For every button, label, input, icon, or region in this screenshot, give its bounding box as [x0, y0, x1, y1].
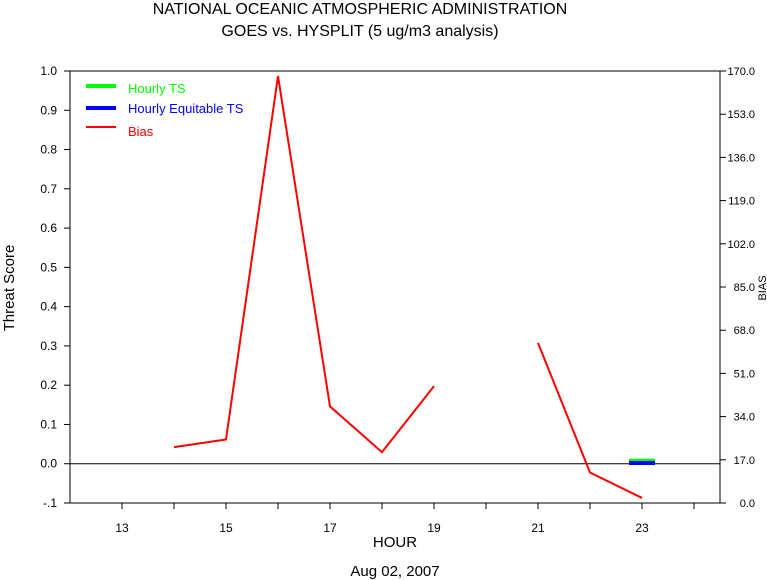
y-right-tick-label: 34.0: [734, 412, 755, 424]
y-left-tick-label: 0.9: [40, 103, 57, 117]
x-tick-label: 21: [531, 521, 545, 535]
y-left-tick-label: 1.0: [40, 64, 57, 78]
y-right-tick-label: 136.0: [727, 152, 755, 164]
y-right-tick-label: 170.0: [727, 66, 755, 78]
chart-subtitle: GOES vs. HYSPLIT (5 ug/m3 analysis): [221, 23, 498, 40]
y-right-tick-label: 51.0: [734, 368, 755, 380]
y-left-tick-label: 0.2: [40, 378, 57, 392]
x-tick-label: 23: [635, 521, 649, 535]
y-left-tick-label: -.1: [43, 496, 57, 510]
y-right-axis-ticks: 0.0 17.0 34.0 51.0 68.0 85.0 102.0 119.0 136.0 15…: [720, 66, 755, 510]
y-left-tick-label: 0.6: [40, 221, 57, 235]
legend-label-bias: Bias: [128, 124, 154, 139]
plot-frame: [69, 70, 721, 504]
series-line-bias: [173, 75, 435, 454]
y-right-axis-label: BIAS: [757, 275, 767, 300]
y-left-tick-label: 0.0: [40, 457, 57, 471]
y-left-axis-ticks: -.1 0.0 0.1 0.2 0.3 0.4 0.5 0.6 0.7 0.8 0.9 1.0: [40, 64, 70, 510]
y-right-tick-label: 68.0: [734, 325, 755, 337]
legend-label-hourly-equitable-ts: Hourly Equitable TS: [128, 101, 244, 116]
legend: Hourly TS Hourly Equitable TS Bias: [86, 81, 244, 139]
x-axis-ticks: 13 15 17 19 21 23: [115, 503, 695, 535]
y-right-tick-label: 17.0: [734, 455, 755, 467]
series-line-bias: [537, 342, 643, 499]
y-right-tick-label: 119.0: [728, 196, 755, 208]
legend-label-hourly-ts: Hourly TS: [128, 81, 186, 96]
y-left-tick-label: 0.5: [40, 260, 57, 274]
y-right-tick-label: 153.0: [727, 109, 755, 121]
y-right-tick-label: 85.0: [734, 282, 755, 294]
y-left-tick-label: 0.7: [40, 182, 57, 196]
y-left-tick-label: 0.3: [40, 339, 57, 353]
y-left-tick-label: 0.8: [40, 143, 57, 157]
x-tick-label: 19: [427, 521, 441, 535]
chart-title: NATIONAL OCEANIC ATMOSPHERIC ADMINISTRAT…: [153, 1, 568, 18]
series-layer: [173, 75, 655, 499]
y-right-tick-label: 102.0: [727, 239, 755, 251]
x-tick-label: 13: [115, 521, 129, 535]
y-left-axis-label: Threat Score: [1, 245, 18, 332]
y-left-tick-label: 0.4: [40, 300, 57, 314]
x-tick-label: 17: [323, 521, 337, 535]
x-axis-label: HOUR: [373, 534, 417, 551]
y-left-tick-label: 0.1: [40, 417, 57, 431]
x-tick-label: 15: [219, 521, 233, 535]
date-label: Aug 02, 2007: [350, 563, 439, 580]
y-right-tick-label: 0.0: [740, 498, 755, 510]
